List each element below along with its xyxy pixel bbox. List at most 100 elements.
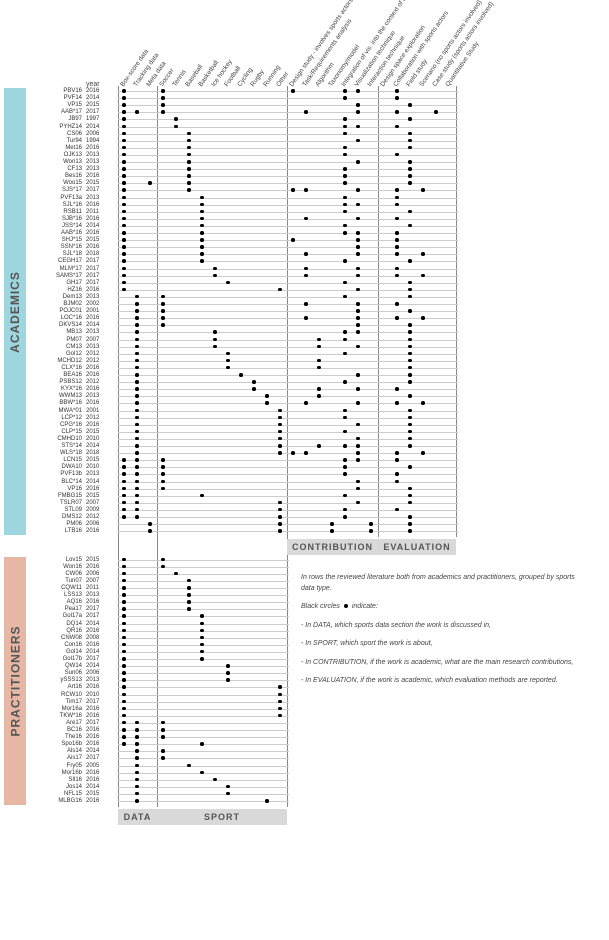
dot — [304, 316, 308, 320]
dot — [421, 274, 425, 278]
row-year: 2014 — [86, 443, 110, 449]
row-ref: JB97 — [30, 116, 82, 122]
row-ref: Tun07 — [30, 578, 82, 584]
row-ref: STS*14 — [30, 443, 82, 449]
dot — [187, 188, 191, 192]
dot — [408, 330, 412, 334]
row-year: 2017 — [86, 280, 110, 286]
dot — [200, 203, 204, 207]
dot — [226, 792, 230, 796]
dot — [122, 636, 126, 640]
dot — [135, 359, 139, 363]
row-year: 2006 — [86, 521, 110, 527]
row-year: 2017 — [86, 109, 110, 115]
dot — [122, 238, 126, 242]
dot — [135, 458, 139, 462]
dot — [161, 558, 165, 562]
dot — [317, 338, 321, 342]
dot — [122, 203, 126, 207]
dot — [343, 196, 347, 200]
dot — [200, 231, 204, 235]
dot — [408, 224, 412, 228]
dot — [161, 749, 165, 753]
dot — [122, 721, 126, 725]
dot — [122, 685, 126, 689]
dot — [213, 345, 217, 349]
dot — [278, 529, 282, 533]
row-year: 2006 — [86, 571, 110, 577]
row-year: 2011 — [86, 209, 110, 215]
row-ref: LSS13 — [30, 592, 82, 598]
row-year: 2016 — [86, 734, 110, 740]
dot — [161, 309, 165, 313]
dot — [148, 522, 152, 526]
dot — [343, 515, 347, 519]
dot — [356, 89, 360, 93]
dot — [356, 245, 360, 249]
dot — [356, 487, 360, 491]
dot — [187, 174, 191, 178]
dot — [187, 600, 191, 604]
dot — [291, 188, 295, 192]
dot — [408, 288, 412, 292]
row-year: 2013 — [86, 344, 110, 350]
row-year: 2012 — [86, 514, 110, 520]
dot — [356, 203, 360, 207]
dot — [187, 160, 191, 164]
row-ref: MB13 — [30, 329, 82, 335]
dot — [408, 139, 412, 143]
row-year: 2016 — [86, 684, 110, 690]
dot — [135, 437, 139, 441]
dot — [226, 785, 230, 789]
dot — [408, 430, 412, 434]
dot — [122, 593, 126, 597]
dot — [408, 117, 412, 121]
row-ref: CF13 — [30, 166, 82, 172]
row-ref: Jos14 — [30, 784, 82, 790]
dot — [122, 281, 126, 285]
dot — [408, 323, 412, 327]
dot — [421, 188, 425, 192]
dot — [369, 529, 373, 533]
dot — [408, 210, 412, 214]
dot — [135, 480, 139, 484]
dot — [161, 323, 165, 327]
dot — [187, 579, 191, 583]
dot — [122, 472, 126, 476]
dot — [395, 203, 399, 207]
dot — [200, 252, 204, 256]
dot — [343, 330, 347, 334]
row-ref: SSN*16 — [30, 244, 82, 250]
row-year: 2010 — [86, 464, 110, 470]
dot — [122, 494, 126, 498]
dot — [343, 430, 347, 434]
row-year: 2014 — [86, 663, 110, 669]
row-ref: PVF13b — [30, 471, 82, 477]
dot — [343, 210, 347, 214]
dot — [356, 125, 360, 129]
dot — [135, 472, 139, 476]
row-year: 2017 — [86, 613, 110, 619]
dot — [226, 281, 230, 285]
row-year: 2007 — [86, 337, 110, 343]
dot — [356, 373, 360, 377]
row-year: 2016 — [86, 202, 110, 208]
row-ref: LTB16 — [30, 528, 82, 534]
row-year: 2017 — [86, 656, 110, 662]
row-year: 2016 — [86, 564, 110, 570]
row-ref: FMBG15 — [30, 493, 82, 499]
dot — [200, 657, 204, 661]
dot — [408, 529, 412, 533]
dot — [343, 146, 347, 150]
chart-root: ACADEMICS PRACTITIONERS yearBox-score da… — [0, 0, 609, 940]
dot — [200, 210, 204, 214]
row-year: 2017 — [86, 720, 110, 726]
row-ref: PBV16 — [30, 88, 82, 94]
dot — [122, 622, 126, 626]
dot — [174, 125, 178, 129]
dot — [135, 501, 139, 505]
dot — [343, 231, 347, 235]
dot — [200, 494, 204, 498]
row-ref: WLS*18 — [30, 450, 82, 456]
dot — [408, 174, 412, 178]
